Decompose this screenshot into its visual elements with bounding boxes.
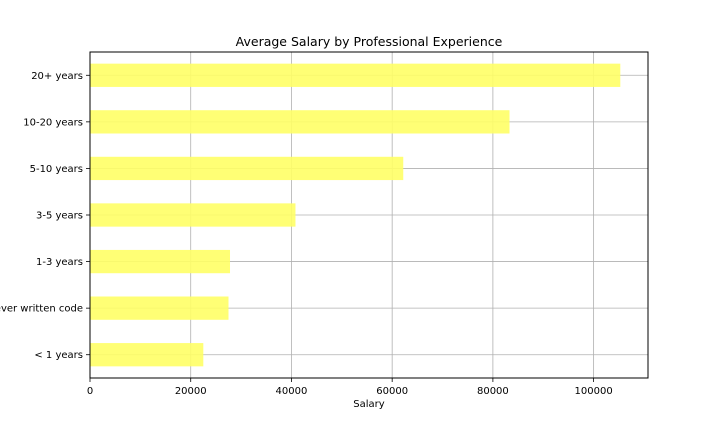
y-tick-label: 5-10 years xyxy=(30,164,83,175)
x-tick-label: 80000 xyxy=(477,386,509,397)
y-tick-label: 20+ years xyxy=(31,71,83,82)
y-tick-label: 10-20 years xyxy=(23,117,83,128)
bar xyxy=(90,343,204,367)
y-tick-label: I have never written code xyxy=(0,304,83,315)
bar xyxy=(90,203,296,227)
bar xyxy=(90,63,621,87)
chart-title: Average Salary by Professional Experienc… xyxy=(236,34,503,49)
y-axis-ticks: < 1 years I have never written code 1-3 ye… xyxy=(0,71,90,361)
x-tick-label: 0 xyxy=(87,386,93,397)
y-tick-label: 3-5 years xyxy=(36,211,83,222)
bar xyxy=(90,156,404,181)
bars xyxy=(90,63,621,367)
x-tick-label: 60000 xyxy=(376,386,408,397)
bar xyxy=(90,249,231,274)
x-tick-label: 100000 xyxy=(575,386,613,397)
bar xyxy=(90,296,229,320)
x-axis-ticks: 0 20000 40000 60000 80000 100000 xyxy=(87,378,613,397)
bar xyxy=(90,110,510,134)
x-tick-label: 40000 xyxy=(276,386,308,397)
x-axis-label: Salary xyxy=(353,399,384,410)
y-tick-label: < 1 years xyxy=(34,350,83,361)
x-tick-label: 20000 xyxy=(175,386,207,397)
y-tick-label: 1-3 years xyxy=(36,257,83,268)
